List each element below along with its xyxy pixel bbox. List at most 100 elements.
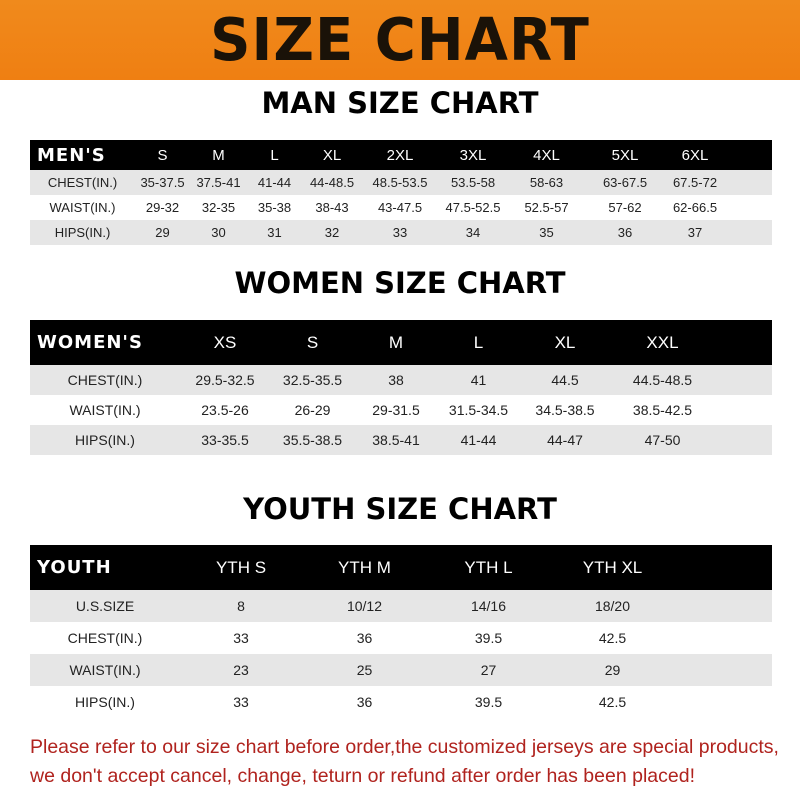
table-cell: L (473, 332, 484, 352)
youth-section-title: YOUTH SIZE CHART (243, 492, 557, 526)
table-cell: 33 (233, 694, 249, 710)
women-section-title: WOMEN SIZE CHART (234, 266, 566, 300)
table-cell: 44.5-48.5 (632, 372, 693, 388)
row-label: CHEST(IN.) (67, 372, 143, 388)
table-cell: 31 (267, 225, 282, 240)
row-label: CHEST(IN.) (47, 175, 118, 190)
table-cell: 36 (356, 694, 373, 710)
table-cell: 36 (356, 630, 373, 646)
table-cell: 29 (155, 225, 170, 240)
table-cell: 38.5-41 (372, 432, 420, 448)
men-section-title: MAN SIZE CHART (261, 86, 539, 120)
youth-size-table: YOUTH YTH S YTH M YTH L YTH XL U.S.SIZE 8 10/12… (30, 545, 772, 718)
table-cell: 57-62 (608, 200, 642, 215)
row-label: CHEST(IN.) (67, 630, 143, 646)
table-cell: S (157, 146, 168, 164)
table-cell: M (212, 146, 225, 164)
table-row: WAIST(IN.) 29-32 32-35 35-38 38-43 43-47.5 47.… (30, 195, 772, 220)
table-cell: 29 (604, 662, 621, 678)
table-cell: 23 (233, 662, 249, 678)
row-label: U.S.SIZE (75, 598, 135, 614)
table-cell: S (306, 332, 319, 352)
notice-line-2: we don't accept cancel, change, teturn o… (30, 765, 695, 787)
table-row: WAIST(IN.) 23 25 27 29 (30, 654, 772, 686)
table-cell: 3XL (459, 146, 487, 164)
row-label: WAIST(IN.) (49, 200, 116, 215)
table-cell: 48.5-53.5 (372, 175, 428, 190)
table-cell: 4XL (533, 146, 560, 164)
table-row: HIPS(IN.) 33 36 39.5 42.5 (30, 686, 772, 718)
table-cell: 31.5-34.5 (448, 402, 509, 418)
table-cell: 43-47.5 (377, 200, 423, 215)
table-cell: 42.5 (598, 694, 627, 710)
row-label: WAIST(IN.) (69, 662, 141, 678)
table-cell: 47.5-52.5 (445, 200, 501, 215)
table-cell: L (270, 146, 279, 164)
table-cell: 14/16 (470, 598, 507, 614)
table-cell: 5XL (611, 146, 639, 164)
table-cell: 33 (392, 225, 408, 240)
row-label: WOMEN'S (37, 332, 143, 353)
table-row: CHEST(IN.) 29.5-32.5 32.5-35.5 38 41 44.5 44.5… (30, 365, 772, 395)
table-cell: 36 (617, 225, 633, 240)
table-cell: XL (554, 332, 576, 352)
table-cell: 32.5-35.5 (282, 372, 343, 388)
table-cell: 32-35 (201, 200, 236, 215)
table-cell: 23.5-26 (201, 402, 249, 418)
table-cell: 33-35.5 (201, 432, 249, 448)
table-cell: 35-38 (257, 200, 292, 215)
header-row: WOMEN'S XS S M L XL XXL (30, 320, 772, 365)
table-cell: 39.5 (474, 630, 503, 646)
table-cell: 8 (237, 598, 245, 614)
banner: SIZE CHART (0, 0, 800, 80)
table-cell: 42.5 (598, 630, 627, 646)
table-cell: 2XL (386, 146, 414, 164)
table-row: CHEST(IN.) 33 36 39.5 42.5 (30, 622, 772, 654)
table-cell: 37.5-41 (196, 175, 241, 190)
table-cell: 35 (539, 225, 554, 240)
table-cell: 58-63 (529, 175, 564, 190)
notice-line-1: Please refer to our size chart before or… (30, 736, 779, 758)
row-label: HIPS(IN.) (54, 225, 111, 240)
table-cell: 29-32 (145, 200, 180, 215)
table-cell: 6XL (681, 146, 709, 164)
table-cell: 35-37.5 (140, 175, 185, 190)
row-label: MEN'S (37, 144, 106, 166)
table-cell: XS (213, 332, 237, 352)
table-cell: 44-47 (547, 432, 583, 448)
table-cell: XXL (646, 332, 679, 352)
table-cell: 27 (480, 662, 497, 678)
table-cell: 37 (687, 225, 703, 240)
notice: Please refer to our size chart before or… (30, 733, 790, 791)
table-cell: 25 (356, 662, 373, 678)
table-cell: 10/12 (346, 598, 383, 614)
table-row: HIPS(IN.) 29 30 31 32 33 34 35 36 37 (30, 220, 772, 245)
table-cell: 34.5-38.5 (535, 402, 595, 418)
table-cell: 26-29 (294, 402, 331, 418)
table-cell: 29.5-32.5 (195, 372, 255, 388)
table-cell: 44-48.5 (309, 175, 355, 190)
table-cell: 67.5-72 (672, 175, 718, 190)
table-cell: 38 (388, 372, 404, 388)
row-label: WAIST(IN.) (69, 402, 141, 418)
table-cell: 32 (324, 225, 340, 240)
table-cell: 41-44 (257, 175, 292, 190)
row-label: HIPS(IN.) (75, 694, 135, 710)
table-cell: YTH M (338, 557, 391, 577)
table-cell: 63-67.5 (602, 175, 648, 190)
table-cell: 41 (470, 372, 487, 388)
table-cell: YTH XL (582, 557, 643, 577)
table-cell: 44.5 (551, 372, 579, 388)
table-cell: 35.5-38.5 (282, 432, 343, 448)
table-row: U.S.SIZE 8 10/12 14/16 18/20 (30, 590, 772, 622)
table-cell: 39.5 (474, 694, 503, 710)
table-cell: 38-43 (315, 200, 349, 215)
row-label: HIPS(IN.) (75, 432, 135, 448)
table-cell: YTH S (215, 557, 267, 577)
table-cell: 38.5-42.5 (632, 402, 693, 418)
table-cell: 18/20 (594, 598, 631, 614)
table-cell: 33 (233, 630, 249, 646)
banner-title: SIZE CHART (210, 5, 590, 75)
table-row: HIPS(IN.) 33-35.5 35.5-38.5 38.5-41 41-44 44-… (30, 425, 772, 455)
table-cell: 62-66.5 (672, 200, 718, 215)
